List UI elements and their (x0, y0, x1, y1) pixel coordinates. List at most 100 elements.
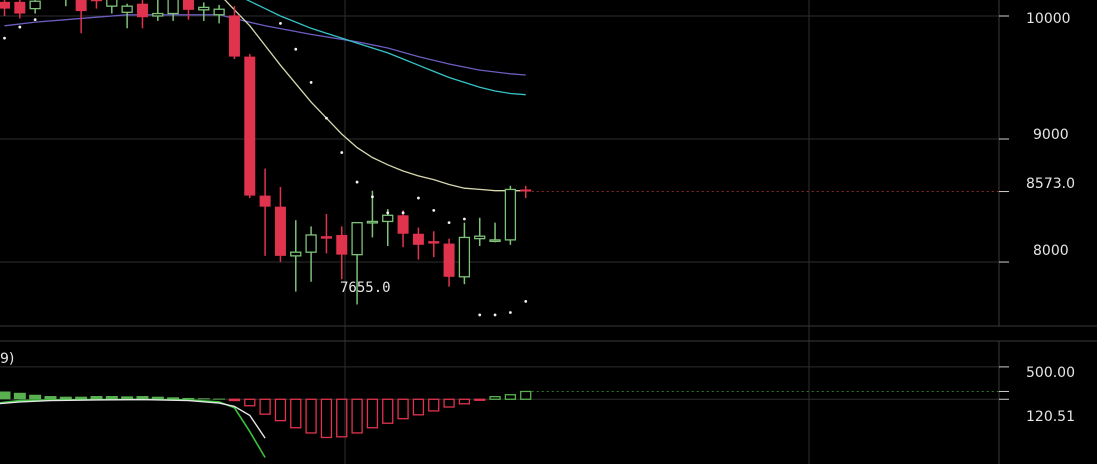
sar-dot (447, 221, 451, 225)
sar-dot (371, 195, 374, 199)
macd-bar-down (305, 398, 317, 434)
price-panel (0, 0, 1009, 317)
candle-body-up (351, 222, 363, 256)
macd-bar-up (44, 396, 57, 400)
candle-body-down (136, 3, 148, 18)
candle-body-down (428, 241, 440, 244)
macd-bar-up (213, 398, 226, 400)
candle-body-up (489, 239, 501, 243)
macd-bar-down (259, 398, 271, 415)
macd-bar-down (228, 398, 241, 402)
macd-bar-down (320, 398, 333, 439)
macd-bar-up (136, 396, 149, 400)
macd-line (0, 398, 266, 439)
candle-body-up (152, 12, 164, 17)
macd-bar-down (290, 398, 302, 429)
macd-bar-up (13, 392, 26, 400)
macd-bar-down (274, 398, 287, 422)
last-price-label: 8573.0 (1026, 176, 1075, 192)
sar-dot (524, 299, 528, 303)
macd-bar-up (0, 391, 11, 400)
sar-dot (3, 36, 6, 40)
macd-bar-up (121, 396, 134, 400)
sar-dot (294, 47, 298, 51)
sar-dot (386, 211, 390, 215)
candle-body-up (382, 214, 394, 223)
sar-dot (417, 196, 420, 200)
macd-panel (0, 390, 1009, 458)
macd-bar-down (366, 398, 379, 429)
candle-body-down (244, 56, 256, 196)
macd-bar-up (167, 397, 180, 400)
sar-dot (279, 21, 282, 25)
macd-bar-down (428, 398, 440, 412)
candle-body-down (412, 233, 424, 245)
sar-dot (33, 18, 37, 22)
macd-bar-up (182, 397, 195, 400)
sar-dot (355, 180, 359, 184)
candle-body-down (443, 243, 455, 277)
ma-mid-line (245, 0, 526, 96)
ma-fast-line (224, 0, 526, 192)
candle-body-down (182, 0, 194, 10)
candle-body-up (458, 236, 471, 278)
price-tick-label: 10000 (1026, 11, 1071, 27)
macd-bar-down (382, 398, 394, 424)
candle-body-up (290, 251, 302, 257)
macd-last-value-label: 120.51 (1026, 409, 1075, 425)
sar-dot (18, 25, 22, 29)
candle-body-down (90, 0, 102, 2)
macd-bar-down (412, 398, 425, 416)
macd-bar-down (336, 398, 348, 438)
sar-dot (309, 81, 313, 84)
macd-bar-up (75, 396, 88, 400)
sar-dot (340, 151, 344, 154)
ma-slow-line (4, 14, 526, 76)
macd-bar-up (504, 394, 517, 400)
macd-bar-up (489, 396, 501, 400)
candle-body-up (106, 0, 118, 7)
sar-dot (463, 217, 466, 221)
candle-body-up (474, 235, 486, 240)
macd-bar-down (351, 398, 363, 434)
candle-body-down (0, 1, 10, 9)
sar-dot (325, 116, 328, 120)
macd-bar-down (244, 398, 256, 407)
candle-body-down (228, 15, 240, 57)
price-tick-label: 8000 (1033, 243, 1069, 259)
price-tick-label: 9000 (1033, 127, 1069, 143)
macd-bar-up (520, 390, 532, 400)
macd-bar-down (397, 398, 409, 420)
candle-body-up (29, 0, 41, 10)
candle-body-down (320, 236, 332, 239)
candle-body-down (14, 1, 26, 14)
macd-bar-up (90, 396, 103, 400)
macd-bar-up (197, 398, 210, 400)
min-price-annotation: 7655.0 (340, 280, 391, 296)
macd-tick-label: 500.00 (1026, 365, 1075, 381)
macd-bar-up (105, 396, 118, 400)
macd-bar-up (29, 394, 42, 400)
macd-signal-line (0, 398, 266, 458)
candle-body-down (397, 215, 409, 234)
candle-body-up (366, 220, 379, 224)
indicator-header-label: 9) (0, 351, 14, 367)
sar-dot (478, 313, 482, 317)
sar-dot (401, 211, 405, 215)
candle-body-down (75, 0, 87, 12)
macd-bar-up (59, 396, 72, 400)
macd-bar-down (474, 398, 486, 401)
axis-labels: 10000 9000 8573.0 8000 7655.0 9) 500.00 … (0, 11, 1075, 425)
candle-body-up (213, 8, 225, 16)
candle-body-up (198, 6, 210, 11)
sar-dot (508, 311, 512, 314)
sar-dot (432, 208, 436, 212)
candle-body-down (336, 234, 348, 255)
sar-dot (493, 313, 497, 317)
candle-body-up (305, 234, 317, 253)
candle-body-down (259, 195, 271, 207)
candle-body-up (504, 188, 517, 241)
macd-bar-down (443, 398, 455, 408)
